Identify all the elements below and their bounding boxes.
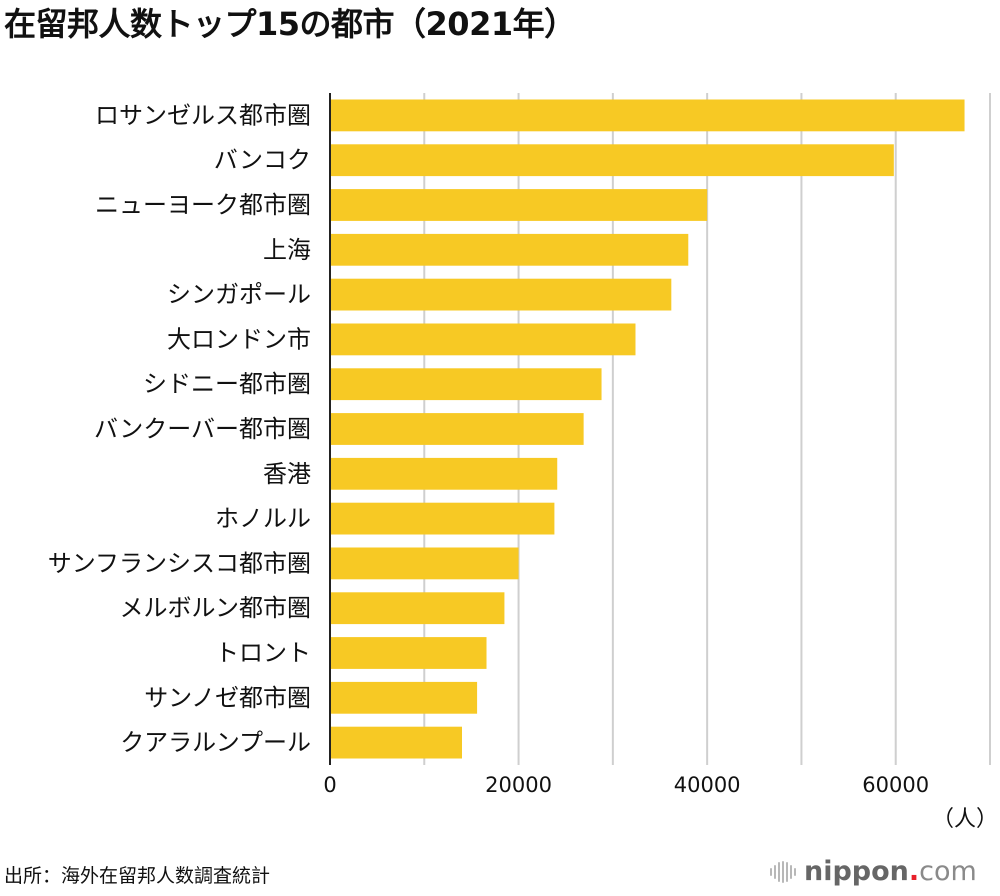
x-tick-label: 60000 [862, 773, 929, 797]
category-label: 上海 [263, 236, 311, 264]
logo-dot: . [908, 856, 920, 887]
bar [331, 144, 894, 177]
x-tick-label: 40000 [674, 773, 741, 797]
category-label: トロント [215, 639, 311, 667]
logo-name: nippon [804, 856, 909, 887]
category-labels: ロサンゼルス都市圏バンコクニューヨーク都市圏上海シンガポール大ロンドン市シドニー… [48, 101, 311, 756]
bars [331, 99, 965, 759]
sound-bars-icon [770, 855, 796, 889]
category-label: サンノゼ都市圏 [144, 684, 311, 712]
category-label: バンコク [214, 146, 311, 174]
bar [331, 726, 462, 759]
bar [331, 233, 689, 266]
bar [331, 592, 505, 625]
category-label: サンフランシスコ都市圏 [48, 549, 311, 577]
category-label: メルボルン都市圏 [119, 594, 311, 622]
bar [331, 323, 636, 356]
bar [331, 457, 558, 490]
category-label: 大ロンドン市 [167, 325, 311, 353]
category-label: クアラルンプール [120, 729, 311, 757]
nippon-logo[interactable]: nippon.com [770, 855, 977, 889]
category-label: シンガポール [167, 281, 311, 309]
x-axis-unit-label: （人） [932, 807, 998, 832]
logo-tld: com [919, 856, 977, 887]
bar [331, 681, 478, 714]
bar [331, 368, 602, 401]
x-tick-labels: 0 20000 40000 60000 [323, 773, 929, 797]
logo-wordmark: nippon.com [804, 855, 977, 889]
bar [331, 547, 519, 580]
bar [331, 99, 965, 132]
category-label: ホノルル [215, 505, 311, 533]
bar [331, 189, 708, 221]
source-note: 出所：海外在留邦人数調査統計 [4, 865, 271, 887]
category-label: シドニー都市圏 [143, 370, 311, 398]
category-label: バンクーバー都市圏 [94, 415, 311, 443]
chart-title: 在留邦人数トップ15の都市（2021年） [4, 5, 576, 43]
bar [331, 502, 555, 535]
bar [331, 413, 584, 445]
category-label: ロサンゼルス都市圏 [95, 101, 311, 129]
category-label: ニューヨーク都市圏 [95, 191, 311, 219]
x-tick-label: 0 [323, 773, 336, 797]
bar [331, 278, 672, 311]
x-tick-label: 20000 [485, 773, 552, 797]
category-label: 香港 [263, 460, 311, 488]
bar [331, 637, 487, 669]
